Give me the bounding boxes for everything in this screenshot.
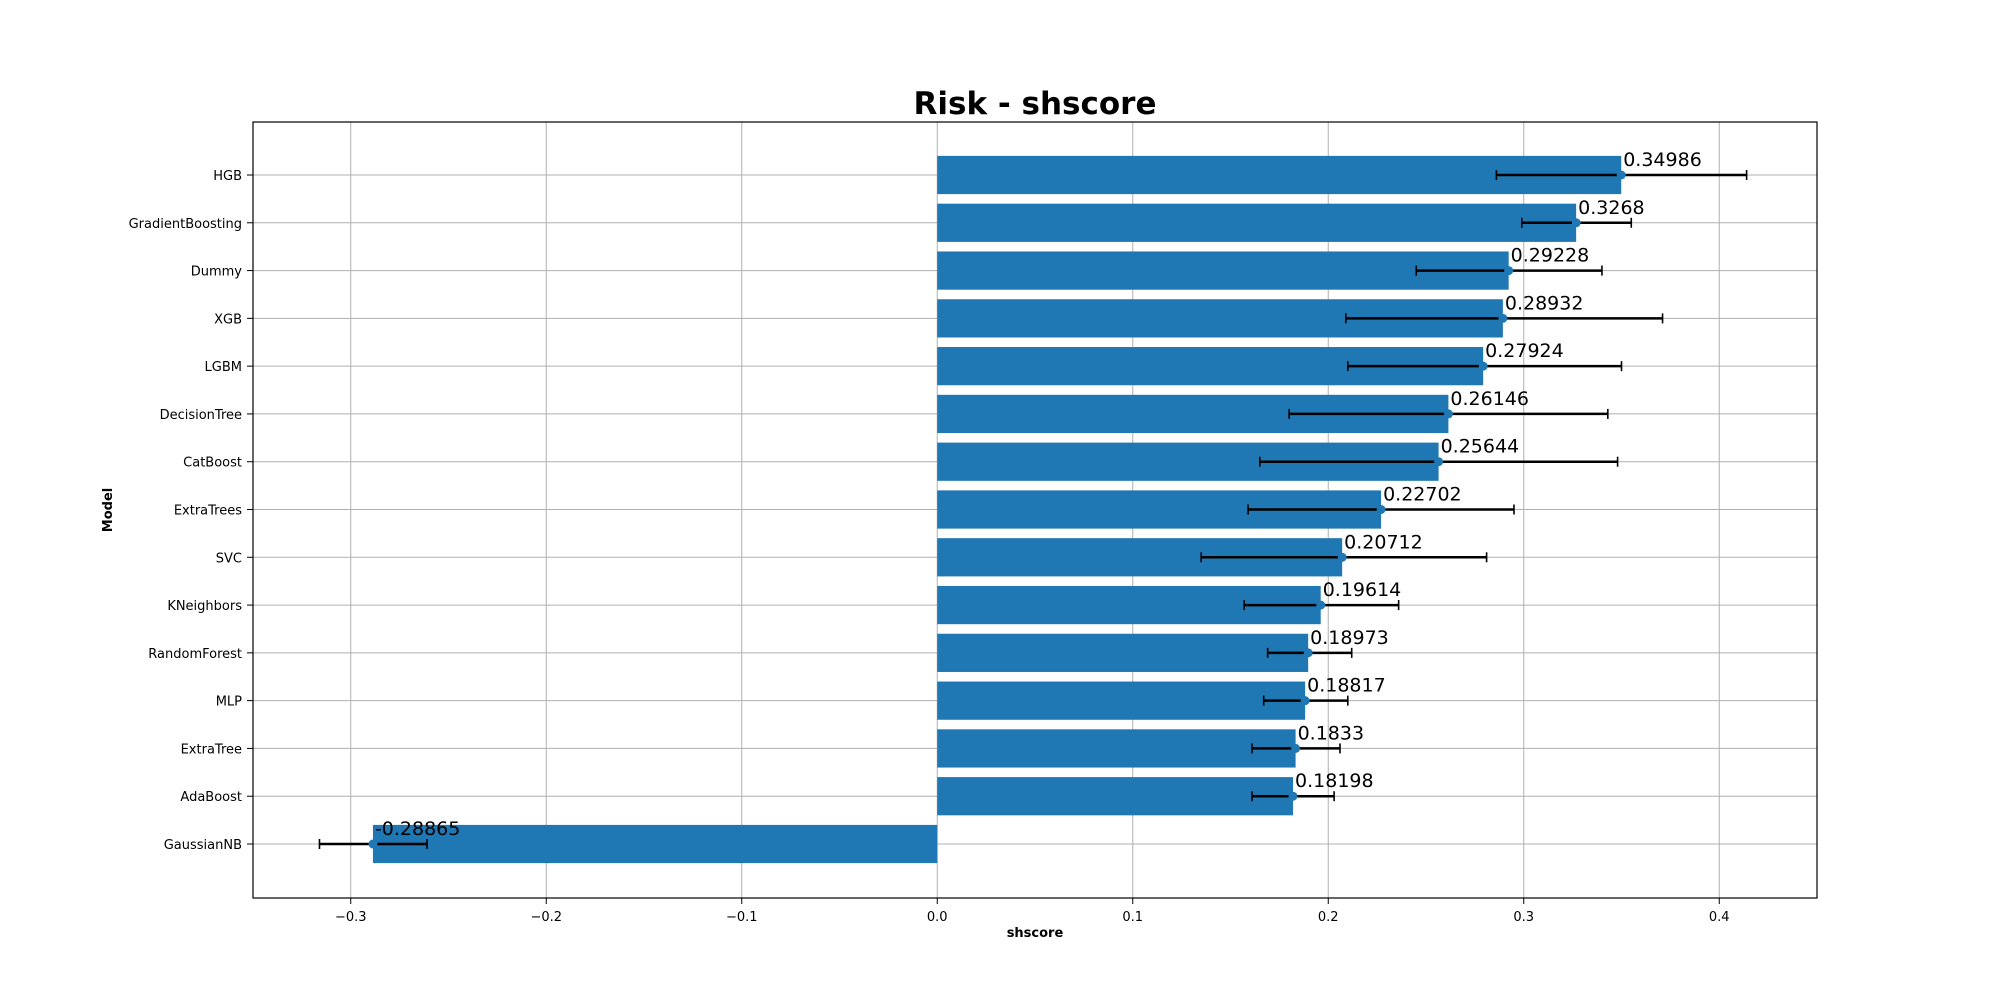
value-label-ExtraTrees: 0.22702: [1383, 484, 1462, 506]
point-GaussianNB: [368, 839, 378, 849]
x-tick-label: −0.1: [726, 910, 758, 925]
value-label-DecisionTree: 0.26146: [1450, 388, 1529, 410]
x-tick-label: −0.2: [530, 910, 562, 925]
point-ExtraTrees: [1376, 505, 1386, 514]
bar-Dummy: [937, 251, 1509, 290]
value-label-SVC: 0.20712: [1344, 531, 1423, 553]
value-label-HGB: 0.34986: [1623, 149, 1702, 171]
bar-RandomForest: [937, 633, 1309, 672]
bar-GradientBoosting: [937, 203, 1577, 242]
point-LGBM: [1478, 361, 1488, 371]
x-tick-label: −0.3: [335, 910, 367, 925]
y-tick-label: GaussianNB: [164, 838, 242, 853]
y-tick-label: DecisionTree: [160, 408, 242, 423]
value-label-ExtraTree: 0.1833: [1298, 722, 1364, 744]
x-tick-label: 0.2: [1318, 910, 1339, 925]
value-label-GradientBoosting: 0.3268: [1578, 197, 1644, 219]
value-labels: 0.34986 0.3268 0.29228 0.28932 0.27924 0.2614…: [375, 149, 1702, 840]
bar-GaussianNB: [372, 824, 938, 864]
point-GradientBoosting: [1571, 218, 1581, 228]
y-tick-label: ExtraTrees: [174, 504, 242, 519]
y-tick-label: HGB: [213, 169, 242, 184]
y-tick-label: CatBoost: [183, 456, 242, 471]
y-tick-label: KNeighbors: [167, 599, 242, 614]
value-label-XGB: 0.28932: [1505, 292, 1584, 314]
bar-AdaBoost: [937, 777, 1294, 816]
value-label-LGBM: 0.27924: [1485, 340, 1564, 362]
x-tick-label: 0.4: [1709, 910, 1730, 925]
y-tick-label: XGB: [214, 312, 242, 327]
bar-ExtraTree: [937, 729, 1296, 768]
x-tick-label: 0.1: [1122, 910, 1143, 925]
value-label-AdaBoost: 0.18198: [1295, 770, 1374, 792]
value-label-RandomForest: 0.18973: [1310, 627, 1389, 649]
chart-title: Risk - shscore: [914, 86, 1157, 122]
y-tick-label: Dummy: [191, 265, 243, 280]
point-XGB: [1498, 313, 1508, 323]
point-AdaBoost: [1288, 791, 1298, 801]
y-tick-label: SVC: [216, 551, 242, 566]
y-tick-label: AdaBoost: [180, 790, 242, 805]
value-label-GaussianNB: -0.28865: [375, 818, 460, 840]
point-MLP: [1300, 696, 1310, 706]
error-bars: [318, 170, 1748, 849]
point-HGB: [1616, 170, 1626, 180]
value-label-Dummy: 0.29228: [1511, 245, 1590, 267]
y-tick-label: RandomForest: [148, 647, 242, 662]
point-DecisionTree: [1443, 409, 1453, 419]
x-tick-label: 0.3: [1513, 910, 1534, 925]
y-tick-label: LGBM: [205, 360, 242, 375]
point-ExtraTree: [1291, 743, 1301, 753]
y-tick-label: GradientBoosting: [129, 217, 242, 232]
value-label-MLP: 0.18817: [1307, 675, 1386, 697]
value-label-KNeighbors: 0.19614: [1323, 579, 1402, 601]
y-tick-label: MLP: [216, 695, 242, 710]
point-CatBoost: [1434, 457, 1444, 467]
y-axis-label: Model: [101, 488, 116, 532]
point-KNeighbors: [1316, 600, 1326, 610]
x-tick-label: 0.0: [927, 910, 948, 925]
y-axis: HGB GradientBoosting Dummy XGB LGBM DecisionT…: [129, 169, 253, 853]
bar-MLP: [937, 681, 1306, 720]
point-Dummy: [1504, 266, 1514, 276]
value-label-CatBoost: 0.25644: [1441, 436, 1520, 458]
bars: [372, 155, 1622, 864]
point-RandomForest: [1303, 648, 1313, 658]
y-tick-label: ExtraTree: [181, 742, 242, 757]
x-axis: −0.3 −0.2 −0.1 0.0 0.1 0.2 0.3 0.4: [335, 898, 1730, 925]
x-axis-label: shscore: [1007, 926, 1064, 941]
point-SVC: [1337, 552, 1347, 562]
